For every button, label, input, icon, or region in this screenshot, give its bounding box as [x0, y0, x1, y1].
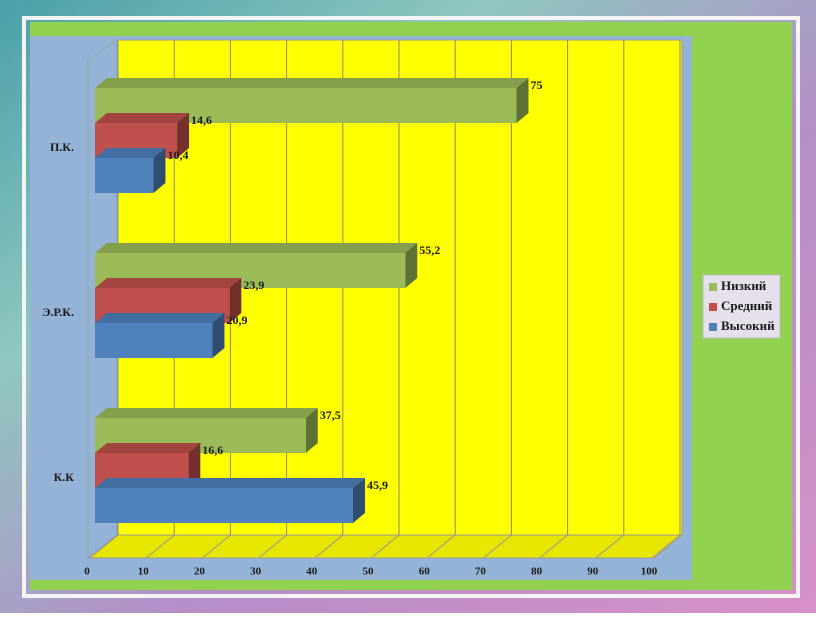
x-tick-label: 20 [194, 566, 206, 578]
y-tick-label: Э.Р.К. [42, 305, 74, 319]
bar-side [352, 478, 365, 523]
value-label: 16,6 [202, 443, 223, 457]
x-tick-label: 90 [587, 566, 599, 578]
value-label: 55,2 [419, 243, 440, 257]
x-tick-label: 60 [419, 566, 431, 578]
bar-front [95, 158, 154, 193]
bar-top [95, 478, 365, 488]
floor-line [89, 534, 119, 559]
bar-top [95, 443, 201, 453]
bar-top [95, 278, 242, 288]
legend-swatch [709, 303, 717, 311]
bar-side [188, 443, 201, 488]
bar-top [95, 78, 529, 88]
value-label: 23,9 [243, 278, 264, 292]
floor-line [258, 534, 287, 559]
bar [95, 408, 318, 453]
floor-line [483, 534, 512, 559]
floor-line [145, 534, 175, 559]
floor-line [314, 534, 344, 559]
x-tick-label: 0 [84, 566, 90, 578]
x-tick-label: 80 [531, 566, 543, 578]
x-tick-label: 40 [306, 566, 318, 578]
floor-line [202, 534, 231, 559]
x-tick-label: 10 [138, 566, 150, 578]
bar-top [95, 408, 318, 418]
bar-top [95, 113, 190, 123]
bar-side [516, 78, 529, 123]
floor-line [539, 534, 568, 559]
bar [95, 478, 365, 523]
bar-side [177, 113, 190, 158]
bar [95, 313, 225, 358]
y-tick-label: К.К [54, 470, 75, 484]
bar-side [405, 243, 418, 288]
bar-top [95, 148, 166, 158]
floor-line [426, 534, 456, 559]
value-label: 45,9 [367, 478, 388, 492]
y-tick-label: П.К. [50, 140, 74, 154]
value-label: 37,5 [320, 408, 341, 422]
bar-side [212, 313, 225, 358]
bar [95, 148, 166, 193]
floor-line [651, 534, 681, 559]
bar-side [305, 408, 318, 453]
legend-label: Высокий [721, 318, 775, 333]
legend-label: Средний [721, 298, 773, 313]
legend-swatch [709, 283, 717, 291]
value-label: 10,4 [167, 148, 188, 162]
legend-swatch [709, 323, 717, 331]
value-label: 20,9 [226, 313, 247, 327]
bar-front [95, 488, 353, 523]
bar-top [95, 243, 418, 253]
floor-line [370, 534, 400, 559]
x-tick-label: 70 [475, 566, 487, 578]
floor-line [595, 534, 625, 559]
bar [95, 78, 529, 123]
bar-side [229, 278, 242, 323]
bar-top [95, 313, 225, 323]
x-tick-label: 30 [250, 566, 262, 578]
frame-border [22, 16, 800, 598]
legend-label: Низкий [721, 278, 767, 293]
x-tick-label: 100 [641, 566, 658, 578]
x-tick-label: 50 [363, 566, 375, 578]
bar-front [95, 323, 213, 358]
bar-side [153, 148, 166, 193]
value-label: 75 [531, 78, 543, 92]
value-label: 14,6 [191, 113, 212, 127]
